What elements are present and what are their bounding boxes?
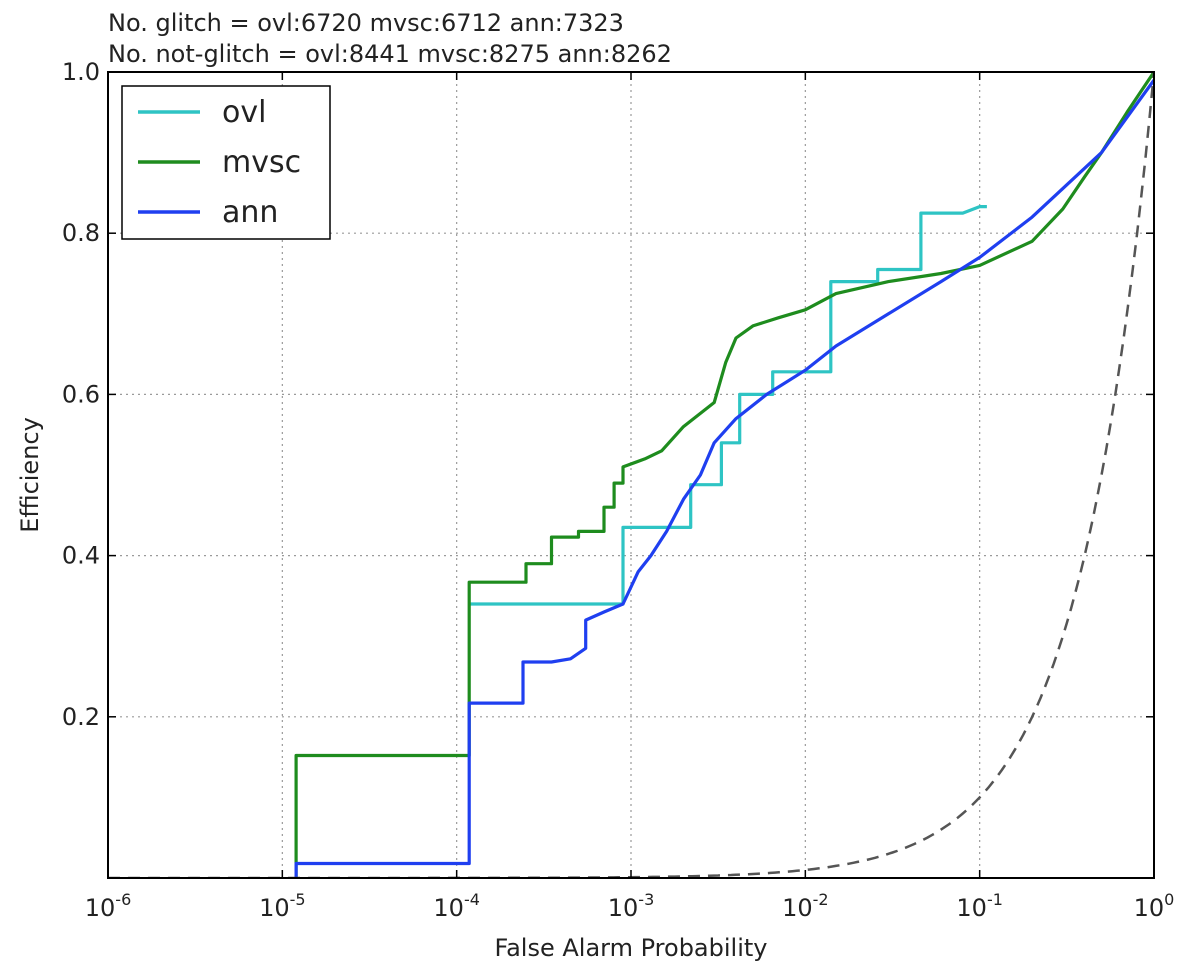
x-tick-label: 100 <box>1134 890 1175 922</box>
series-line-ovl <box>469 205 987 606</box>
x-axis-label: False Alarm Probability <box>495 934 768 962</box>
x-axis: 10-6 10-5 10-4 10-3 10-2 10-1 100 <box>85 72 1175 922</box>
x-tick-label: 10-2 <box>782 890 829 922</box>
y-axis: 0.2 0.4 0.6 0.8 1.0 <box>62 58 1154 731</box>
x-tick-label: 10-6 <box>85 890 132 922</box>
x-tick-label: 10-4 <box>433 890 480 922</box>
legend: ovl mvsc ann <box>121 85 331 240</box>
series-line-mvsc <box>294 72 1154 878</box>
y-tick-label: 0.6 <box>62 380 100 408</box>
x-tick-label: 10-3 <box>608 890 655 922</box>
y-tick-label: 0.8 <box>62 219 100 247</box>
x-tick-label: 10-5 <box>259 890 306 922</box>
chart-title-line-2: No. not-glitch = ovl:8441 mvsc:8275 ann:… <box>108 40 672 68</box>
chart-title-line-1: No. glitch = ovl:6720 mvsc:6712 ann:7323 <box>108 9 624 37</box>
y-tick-label: 1.0 <box>62 58 100 86</box>
grid <box>108 72 1154 878</box>
series-line-ann <box>294 79 1154 878</box>
legend-label-ann: ann <box>222 195 278 230</box>
legend-label-ovl: ovl <box>222 95 266 130</box>
y-tick-label: 0.2 <box>62 703 100 731</box>
legend-label-mvsc: mvsc <box>222 145 301 180</box>
y-tick-label: 0.4 <box>62 542 100 570</box>
y-axis-label: Efficiency <box>16 417 44 533</box>
x-tick-label: 10-1 <box>956 890 1003 922</box>
